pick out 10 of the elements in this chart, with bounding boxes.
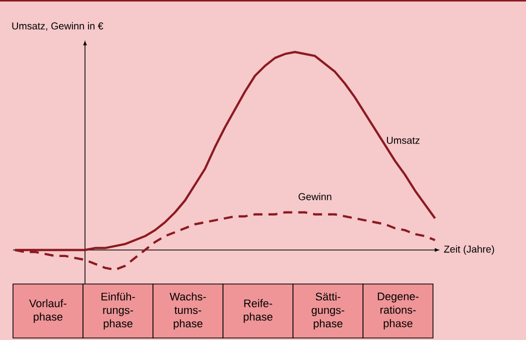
series-label: Gewinn	[298, 192, 332, 200]
text: Reife-phase	[244, 299, 272, 323]
x-axis-title: Zeit (Jahre)	[444, 245, 494, 255]
text: Einfüh-rungs-phase	[102, 292, 135, 330]
y-axis-title: Umsatz, Gewinn in €	[12, 22, 104, 31]
text: Vorlauf-phase	[29, 299, 66, 323]
text: Degene-rations-phase	[378, 292, 419, 330]
text: Sätti-gungs-phase	[312, 292, 344, 330]
text: Wachs-tums-phase	[170, 292, 206, 330]
series-label: Umsatz	[386, 136, 420, 144]
